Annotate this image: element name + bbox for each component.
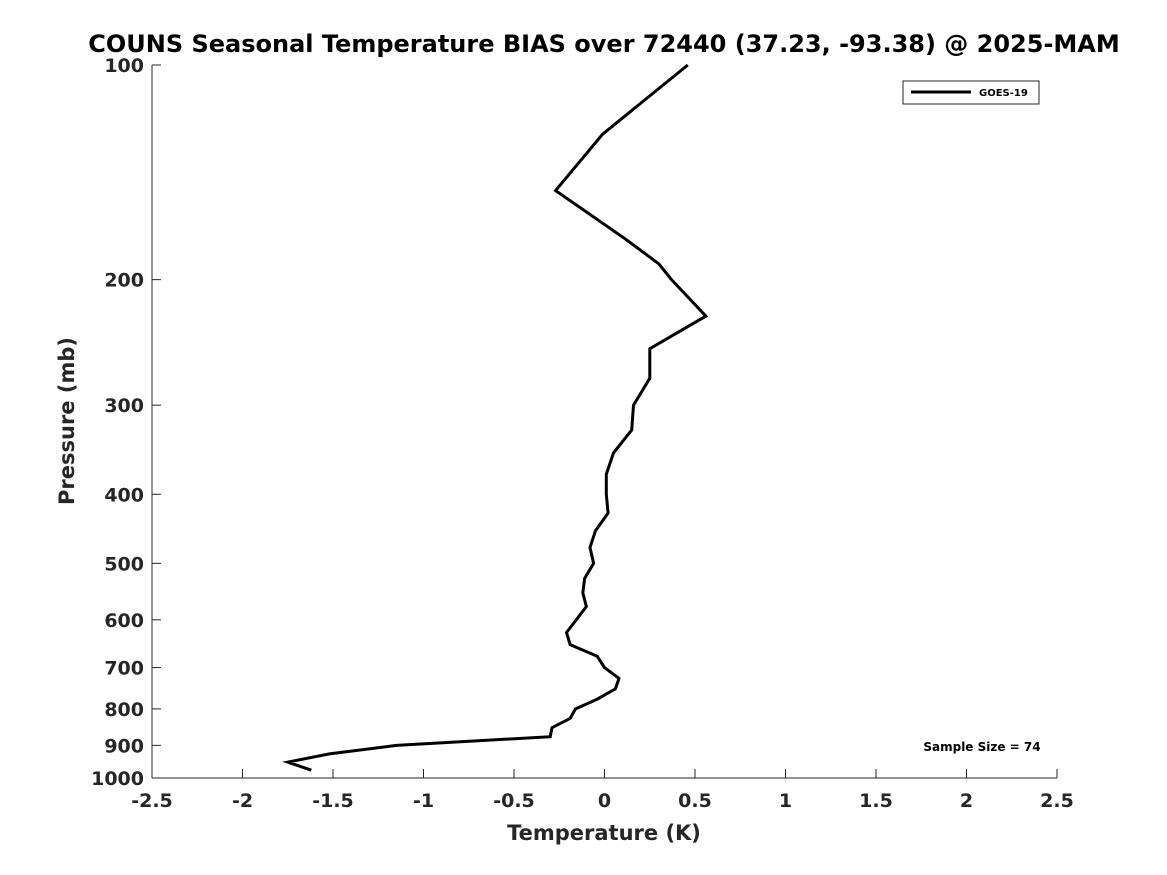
axes (151, 65, 1057, 779)
x-tick-label: -0.5 (493, 790, 535, 812)
y-tick-label: 200 (104, 270, 144, 292)
y-ticks: 100 200 300 400 500 600 700 800 900 1000 (91, 55, 161, 790)
y-tick-label: 800 (104, 699, 144, 721)
y-tick-label: 900 (104, 735, 144, 757)
y-tick-label: 300 (104, 395, 144, 417)
y-tick-label: 500 (104, 553, 144, 575)
y-tick-label: 600 (104, 610, 144, 632)
chart-title: COUNS Seasonal Temperature BIAS over 724… (88, 30, 1120, 58)
y-tick-label: 100 (104, 55, 144, 77)
y-axis-label: Pressure (mb) (55, 337, 79, 505)
y-tick-label: 400 (104, 484, 144, 506)
sample-size-annotation: Sample Size = 74 (923, 740, 1040, 754)
x-axis-label: Temperature (K) (507, 821, 701, 845)
legend: GOES-19 (902, 80, 1040, 105)
x-tick-label: -1 (413, 790, 434, 812)
series-layer (282, 63, 709, 772)
x-tick-label: 0 (598, 790, 611, 812)
x-ticks: -2.5 -2 -1.5 -1 -0.5 0 0.5 1 1.5 2 2.5 (131, 769, 1074, 812)
x-tick-label: -2 (232, 790, 253, 812)
legend-label-goes-19: GOES-19 (979, 88, 1028, 99)
x-tick-label: 2 (960, 790, 973, 812)
x-tick-label: 0.5 (678, 790, 712, 812)
y-tick-label: 1000 (91, 768, 144, 790)
x-tick-label: 1.5 (859, 790, 893, 812)
x-tick-label: 2.5 (1040, 790, 1074, 812)
x-tick-label: 1 (779, 790, 792, 812)
x-tick-label: -2.5 (131, 790, 173, 812)
y-tick-label: 700 (104, 658, 144, 680)
series-line-goes-19 (282, 63, 709, 772)
x-tick-label: -1.5 (312, 790, 354, 812)
